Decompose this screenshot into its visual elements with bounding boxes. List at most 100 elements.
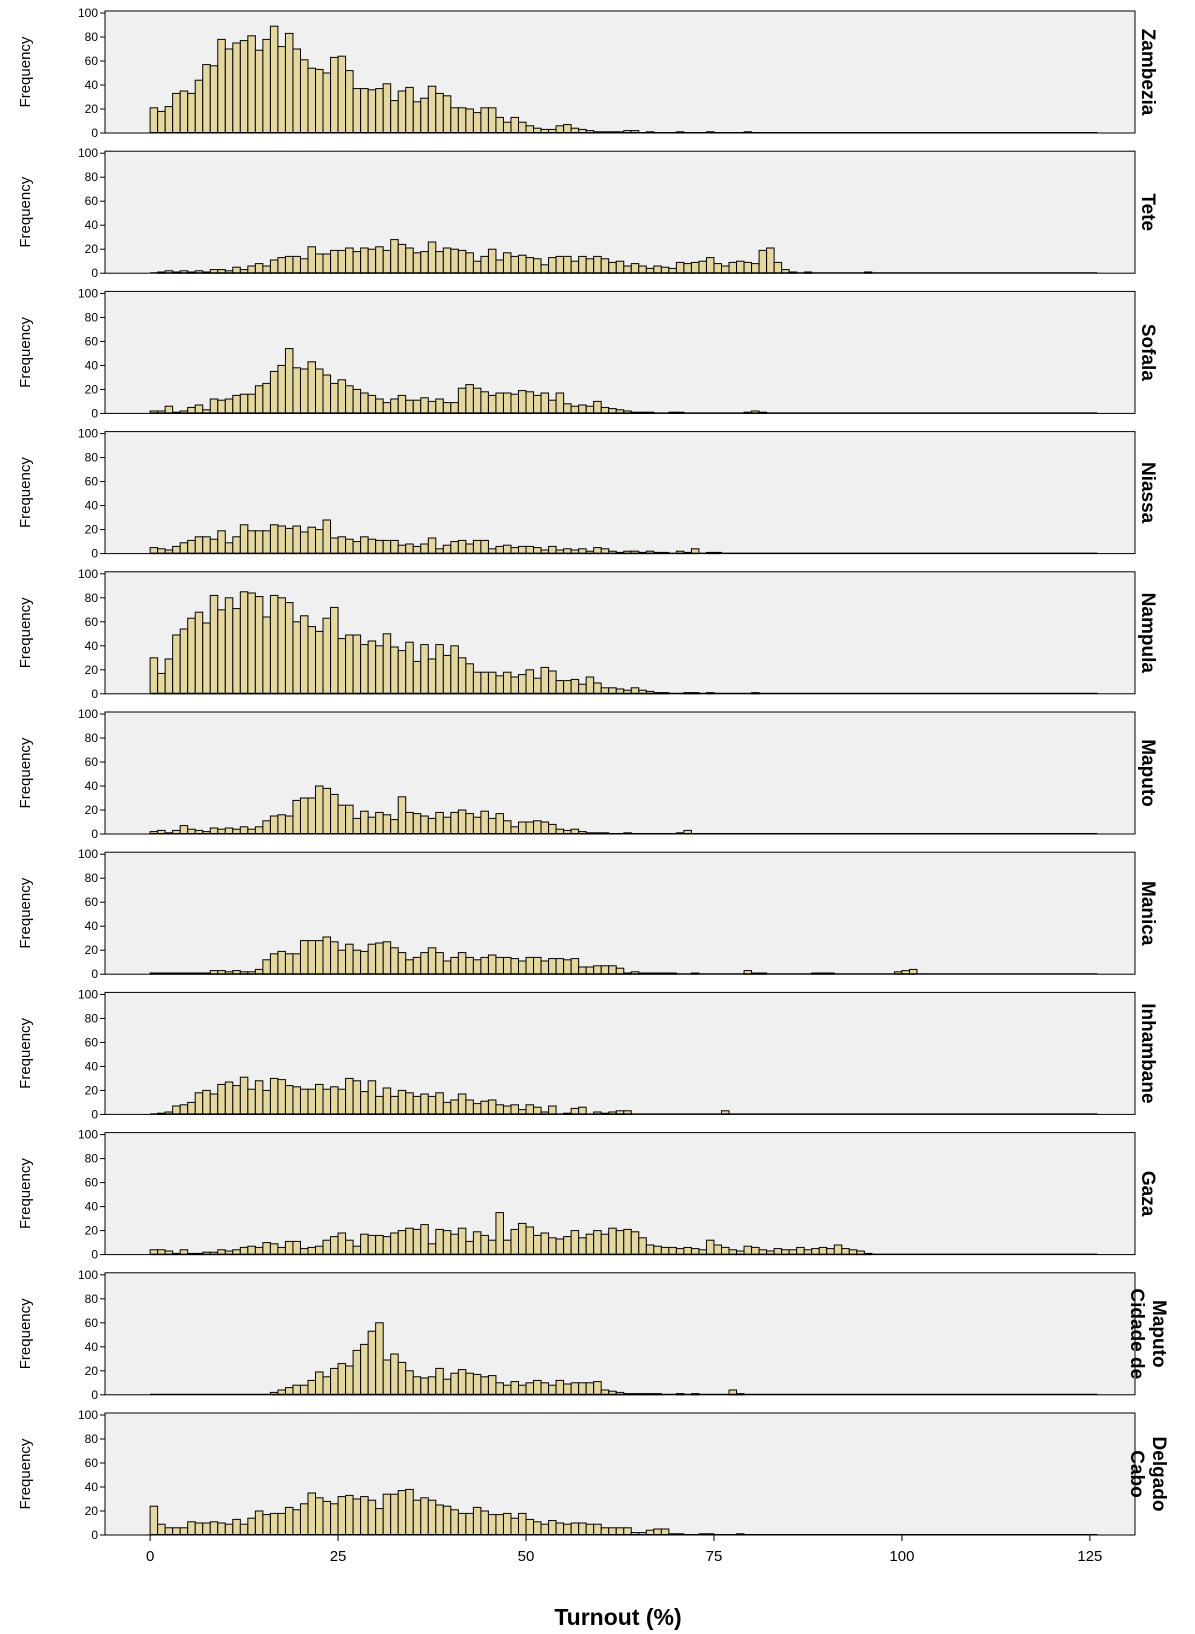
histogram-bar [555, 1238, 565, 1256]
y-tick-label: 20 [85, 382, 99, 396]
y-tick-label: 20 [85, 943, 99, 957]
histogram-bar [345, 1239, 354, 1256]
histogram-bar [465, 663, 474, 695]
histogram-bar [420, 815, 429, 835]
histogram-bar [330, 1503, 339, 1536]
histogram-bar [307, 526, 317, 555]
histogram-bar [465, 956, 474, 975]
y-tick-label: 60 [85, 334, 99, 348]
histogram-bar [360, 88, 369, 134]
histogram-bar [149, 107, 159, 134]
histogram-bar [442, 654, 452, 695]
histogram-bar [322, 72, 332, 134]
facet-label: Manica [1137, 881, 1158, 946]
histogram-bar [435, 952, 444, 975]
histogram-bar [277, 814, 286, 835]
histogram-bar [683, 1246, 692, 1256]
histogram-bar [495, 545, 504, 555]
histogram-bar [292, 525, 301, 555]
histogram-bar [570, 260, 580, 274]
y-axis-title: Frequency [17, 737, 34, 808]
histogram-bar [299, 1503, 309, 1536]
y-tick-label: 0 [91, 687, 98, 701]
histogram-bar [405, 247, 414, 274]
histogram-bar [548, 1520, 557, 1536]
histogram-bar [405, 86, 414, 134]
histogram-bar [375, 645, 384, 695]
histogram-bar [367, 1080, 377, 1115]
histogram-bar [382, 633, 392, 695]
y-tick-label: 20 [85, 242, 99, 256]
histogram-bar [533, 1106, 542, 1115]
histogram-bar [360, 1233, 369, 1256]
histogram-bar [307, 67, 317, 134]
histogram-bar [224, 1081, 234, 1115]
histogram-bar [450, 1372, 459, 1396]
histogram-bar [375, 88, 384, 134]
histogram-bar [352, 817, 362, 835]
histogram-bar [480, 810, 489, 835]
y-tick-label: 0 [91, 967, 98, 981]
histogram-bar [773, 261, 783, 274]
y-axis-title: Frequency [17, 597, 34, 668]
histogram-bar [269, 953, 279, 975]
y-tick-label: 80 [85, 30, 99, 44]
panel-1: 0 20 40 60 80 100 Frequency Tete [17, 146, 1158, 280]
y-tick-label: 0 [91, 1528, 98, 1542]
histogram-bar [555, 1379, 565, 1396]
histogram-bar [337, 638, 347, 695]
histogram-bar [578, 255, 587, 274]
y-tick-label: 60 [85, 615, 99, 629]
histogram-bar [563, 1523, 572, 1536]
histogram-bar [292, 621, 301, 695]
histogram-bar [623, 265, 632, 274]
histogram-bar [435, 644, 444, 695]
histogram-bar [209, 594, 219, 695]
histogram-bar [442, 960, 452, 975]
histogram-bar [262, 38, 271, 134]
histogram-bar [367, 1234, 377, 1256]
histogram-bar [352, 1080, 362, 1115]
histogram-bar [382, 539, 392, 555]
histogram-bar [254, 530, 264, 555]
histogram-bar [450, 811, 459, 835]
histogram-bar [292, 367, 301, 414]
histogram-bar [653, 1245, 662, 1256]
histogram-bar [427, 1243, 437, 1256]
histogram-bar [367, 943, 377, 975]
histogram-bar [525, 669, 535, 695]
histogram-bar [563, 1236, 572, 1256]
histogram-bar [630, 1231, 640, 1256]
histogram-bar [405, 399, 414, 414]
histogram-bar [427, 947, 437, 975]
histogram-bar [563, 1383, 572, 1396]
histogram-bar [412, 1376, 422, 1396]
histogram-bar [405, 1092, 414, 1115]
histogram-bar [337, 379, 347, 414]
histogram-bar [269, 370, 279, 414]
histogram-bar [427, 1499, 437, 1536]
histogram-bar [540, 1232, 550, 1256]
histogram-bar [217, 1522, 226, 1536]
y-axis-title: Frequency [17, 316, 34, 387]
histogram-bar [307, 1088, 317, 1115]
y-tick-label: 40 [85, 499, 99, 513]
histogram-bar [375, 1322, 384, 1396]
histogram-bar [457, 809, 467, 835]
histogram-bar [480, 255, 489, 274]
histogram-bar [322, 1500, 332, 1536]
histogram-bar [638, 1237, 647, 1256]
histogram-bar [548, 1105, 557, 1115]
histogram-bar [390, 539, 399, 555]
histogram-bar [277, 257, 286, 274]
histogram-bar [330, 1236, 339, 1256]
histogram-bar [322, 1239, 332, 1256]
histogram-bar [518, 545, 527, 555]
histogram-bar [315, 1371, 324, 1396]
histogram-bar [435, 398, 444, 414]
histogram-bar [480, 1376, 489, 1396]
histogram-bar [367, 1499, 377, 1536]
histogram-bar [247, 393, 256, 414]
histogram-bar [164, 405, 174, 414]
